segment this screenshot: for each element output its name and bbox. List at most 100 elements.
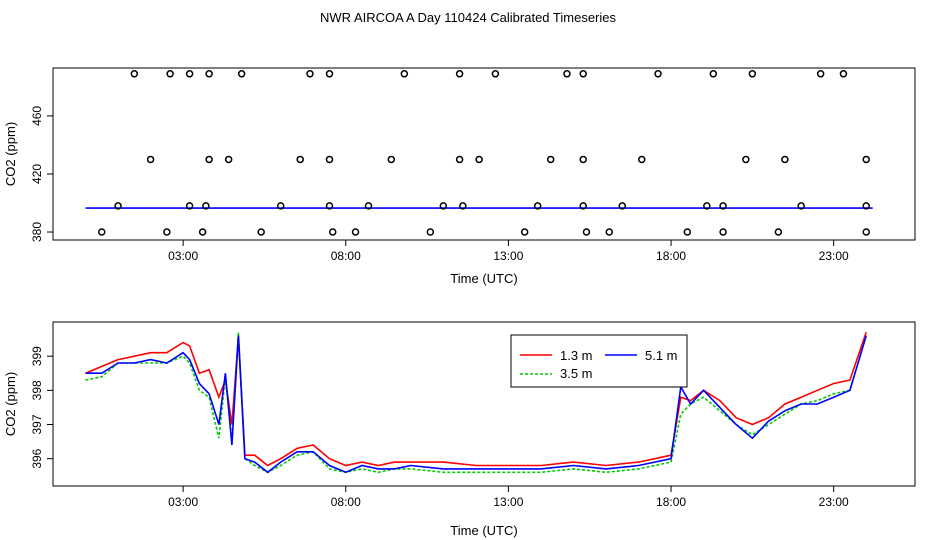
reference-point [163,228,171,236]
bottom-x-tick-label: 03:00 [168,495,198,509]
reference-point [387,155,396,164]
bottom-series-line [85,335,867,474]
top-y-tick-label: 460 [30,106,44,126]
bottom-x-tick-label: 18:00 [656,495,686,509]
reference-point [475,155,483,164]
reference-point [364,202,373,210]
reference-point [781,155,789,164]
bottom-series-lines [85,332,867,474]
bottom-y-tick-label: 397 [30,414,44,434]
legend: 1.3 m 3.5 m 5.1 m [510,334,688,388]
reference-point [166,70,174,78]
reference-point [719,202,727,210]
bottom-y-tick-label: 398 [30,380,44,400]
reference-point [582,228,591,236]
reference-point [703,202,711,210]
reference-point [439,202,448,210]
top-y-axis-label: CO2 (ppm) [3,122,18,186]
bottom-x-tick-label: 08:00 [331,495,361,509]
reference-point [709,70,718,78]
reference-point [98,228,106,236]
reference-point [400,70,409,78]
top-x-tick-label: 03:00 [168,249,198,263]
top-x-tick-label: 13:00 [493,249,523,263]
reference-point [546,155,555,164]
reference-point [185,70,194,78]
reference-point [816,70,825,78]
legend-label-2: 3.5 m [560,366,593,381]
reference-point [491,70,500,78]
reference-point [533,202,542,210]
bottom-x-ticks: 03:00 08:00 13:00 18:00 23:00 [168,485,849,509]
reference-point [748,70,757,78]
reference-point [638,155,646,164]
bottom-y-tick-label: 399 [30,346,44,366]
bottom-y-axis-label: CO2 (ppm) [3,372,18,436]
reference-point [605,228,613,236]
reference-point [237,70,246,78]
reference-point [719,228,727,236]
reference-point [426,228,435,236]
reference-point [276,202,285,210]
bottom-x-axis-label: Time (UTC) [450,523,517,538]
top-plot-frame [52,67,916,241]
reference-point [459,202,467,210]
reference-point [455,70,464,78]
top-x-tick-label: 18:00 [656,249,686,263]
reference-point [205,155,213,164]
panel-top: 03:00 08:00 13:00 18:00 23:00 380 420 460 Time… [3,67,916,286]
reference-point [579,202,587,210]
reference-point [198,228,207,236]
reference-point [654,70,662,78]
legend-box [510,334,688,388]
top-x-tick-label: 23:00 [819,249,849,263]
top-y-tick-label: 380 [30,222,44,242]
bottom-y-ticks: 396 397 398 399 [30,346,54,469]
panel-bottom: 03:00 08:00 13:00 18:00 23:00 396 397 398 399 T… [3,321,916,538]
reference-point [579,70,587,78]
bottom-series-line [85,332,867,474]
reference-point [114,202,122,210]
top-x-axis-label: Time (UTC) [450,271,517,286]
reference-point [325,202,334,210]
reference-point [862,155,870,164]
bottom-x-tick-label: 23:00 [819,495,849,509]
top-x-ticks: 03:00 08:00 13:00 18:00 23:00 [168,239,849,263]
bottom-y-tick-label: 396 [30,448,44,468]
reference-point [205,70,213,78]
reference-point [325,70,334,78]
reference-point [130,70,139,78]
reference-point [862,228,870,236]
reference-point [146,155,155,164]
reference-point [328,228,337,236]
reference-point [455,155,464,164]
reference-point [683,228,692,236]
legend-label-1: 1.3 m [560,348,593,363]
reference-point [202,202,210,210]
figure-title: NWR AIRCOA A Day 110424 Calibrated Times… [320,10,616,25]
reference-point [839,70,848,78]
reference-point [618,202,626,210]
reference-point [774,228,783,236]
reference-point [296,155,304,164]
reference-point [742,155,750,164]
reference-point [185,202,194,210]
bottom-x-tick-label: 13:00 [493,495,523,509]
legend-label-3: 5.1 m [645,348,678,363]
reference-point [351,228,360,236]
reference-point [797,202,805,210]
top-y-tick-label: 420 [30,164,44,184]
reference-point [325,155,334,164]
reference-point [579,155,587,164]
reference-point [224,155,233,164]
bottom-series-line [85,332,867,467]
reference-point [563,70,571,78]
reference-point [306,70,314,78]
reference-point [257,228,265,236]
top-reference-points [98,70,870,236]
top-x-tick-label: 08:00 [331,249,361,263]
top-y-ticks: 380 420 460 [30,106,54,242]
reference-point [862,202,870,210]
reference-point [520,228,529,236]
